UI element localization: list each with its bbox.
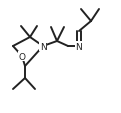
Text: O: O [19,52,26,61]
Text: N: N [40,42,46,51]
Text: N: N [76,42,82,51]
